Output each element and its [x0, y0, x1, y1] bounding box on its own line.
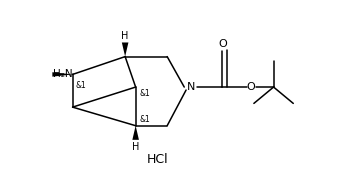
- Polygon shape: [132, 126, 139, 140]
- Text: O: O: [218, 39, 227, 49]
- Polygon shape: [122, 42, 128, 57]
- Text: H: H: [121, 31, 129, 41]
- Text: &1: &1: [139, 115, 150, 124]
- Text: &1: &1: [139, 89, 150, 98]
- Text: N: N: [187, 82, 195, 92]
- Polygon shape: [52, 72, 73, 77]
- Text: H₂N: H₂N: [54, 69, 73, 80]
- Text: &1: &1: [76, 81, 86, 90]
- Text: O: O: [247, 82, 256, 92]
- Text: H: H: [132, 142, 139, 152]
- Text: HCl: HCl: [147, 153, 169, 166]
